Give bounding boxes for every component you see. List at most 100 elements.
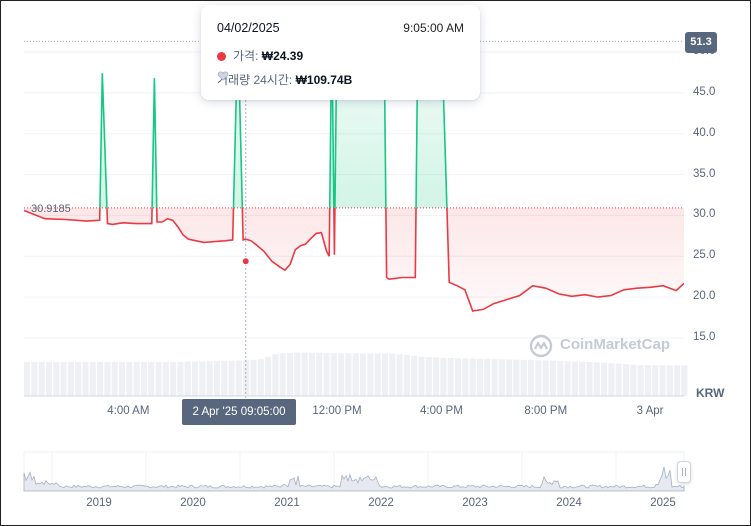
volume-bar (316, 352, 323, 396)
volume-bar (118, 361, 126, 396)
volume-bar (542, 360, 549, 396)
volume-bar (199, 361, 206, 396)
volume-bar (681, 365, 688, 396)
volume-bar (666, 365, 673, 396)
volume-bar (601, 362, 608, 396)
tooltip-volume-value: ₩109.74B (295, 73, 353, 87)
navigator-range-handle[interactable] (677, 461, 691, 483)
volume-bar (622, 364, 630, 396)
volume-bar (89, 361, 96, 396)
volume-bar (192, 361, 199, 396)
volume-bar (528, 360, 535, 396)
navigator-history-area (23, 466, 685, 492)
navigator-year-label: 2020 (180, 497, 206, 509)
volume-bar (360, 353, 367, 396)
y-tick-label: 50.0 (693, 45, 716, 57)
volume-bar (637, 365, 644, 396)
volume-bar (586, 362, 593, 396)
volume-bar (506, 359, 513, 396)
x-tick-label: 3 Apr (636, 405, 664, 417)
coinmarketcap-logo-icon (529, 334, 553, 358)
navigator-year-label: 2023 (462, 497, 488, 509)
volume-bar (221, 360, 228, 396)
volume-bar (674, 365, 681, 396)
x-tick-label: 12:00 PM (312, 405, 362, 417)
volume-bar (24, 361, 31, 396)
volume-bar (447, 358, 454, 396)
volume-bar (549, 360, 557, 396)
volume-bar (308, 352, 315, 396)
volume-bar (133, 361, 140, 396)
volume-bar (374, 353, 381, 396)
volume-bar (615, 363, 622, 396)
y-tick-label: 15.0 (693, 331, 716, 343)
y-tick-label: 35.0 (693, 167, 716, 180)
navigator-year-label: 2025 (650, 497, 676, 509)
volume-bar (462, 358, 469, 396)
volume-bar (31, 361, 38, 396)
y-tick-label: 45.0 (693, 85, 716, 98)
x-tick-label: 4:00 AM (107, 405, 150, 417)
volume-bar (491, 359, 498, 396)
tooltip-date: 04/02/2025 (217, 21, 280, 35)
tooltip-volume-row: 거래량 24시간: ₩109.74B (217, 71, 352, 88)
volume-bar (338, 353, 345, 396)
price-line-below (24, 207, 684, 312)
navigator-year-label: 2022 (368, 497, 394, 509)
y-tick-label: 25.0 (693, 249, 716, 262)
y-tick-label: 30.0 (693, 208, 716, 221)
volume-bar (418, 356, 425, 396)
volume-bar (75, 361, 82, 396)
volume-bar (104, 361, 111, 396)
volume-bar (162, 361, 169, 396)
y-tick-label: 20.0 (693, 290, 716, 303)
volume-bar (301, 352, 308, 396)
x-tick-label: 4:00 PM (419, 405, 463, 417)
volume-bar (469, 358, 476, 396)
volume-bar (228, 360, 235, 396)
volume-bar (389, 353, 396, 396)
volume-bar (381, 353, 389, 396)
volume-bar (557, 360, 564, 396)
volume-bar (60, 361, 67, 396)
volume-bar (148, 361, 155, 396)
volume-bar (608, 363, 615, 396)
volume-bar (265, 356, 272, 396)
volume-bar (170, 361, 177, 396)
volume-bar (579, 361, 586, 396)
volume-bar (476, 358, 483, 396)
volume-bar (454, 358, 462, 396)
volume-bar (564, 361, 571, 396)
volume-bar (644, 365, 651, 396)
volume-bar (235, 360, 242, 396)
volume-bar (323, 352, 330, 396)
volume-bar (155, 361, 162, 396)
navigator-year-label: 2019 (86, 497, 112, 509)
tooltip-price-value: ₩24.39 (261, 49, 304, 63)
volume-bar (345, 353, 352, 396)
navigator-year-label: 2021 (274, 497, 300, 509)
x-tick-label: 8:00 PM (524, 405, 568, 417)
current-price-tag: 51.3 (685, 32, 717, 53)
volume-bar (279, 353, 286, 396)
volume-bar (177, 361, 184, 396)
area-below-reference (24, 207, 684, 311)
volume-bar (82, 361, 89, 396)
volume-bar (498, 359, 505, 396)
volume-bar (45, 361, 53, 396)
volume-heart-icon (217, 71, 229, 81)
volume-bar (184, 361, 191, 396)
y-tick-label: 40.0 (693, 126, 716, 139)
volume-bar (140, 361, 147, 396)
volume-bar (67, 361, 74, 396)
volume-bar (126, 361, 133, 396)
volume-bar (520, 359, 527, 396)
volume-bar (484, 358, 491, 396)
volume-bar (294, 352, 301, 396)
volume-bar (411, 355, 418, 396)
volume-bar (111, 361, 118, 396)
area-above-reference (24, 27, 684, 208)
volume-bar (652, 365, 659, 396)
volume-bar (97, 361, 104, 396)
